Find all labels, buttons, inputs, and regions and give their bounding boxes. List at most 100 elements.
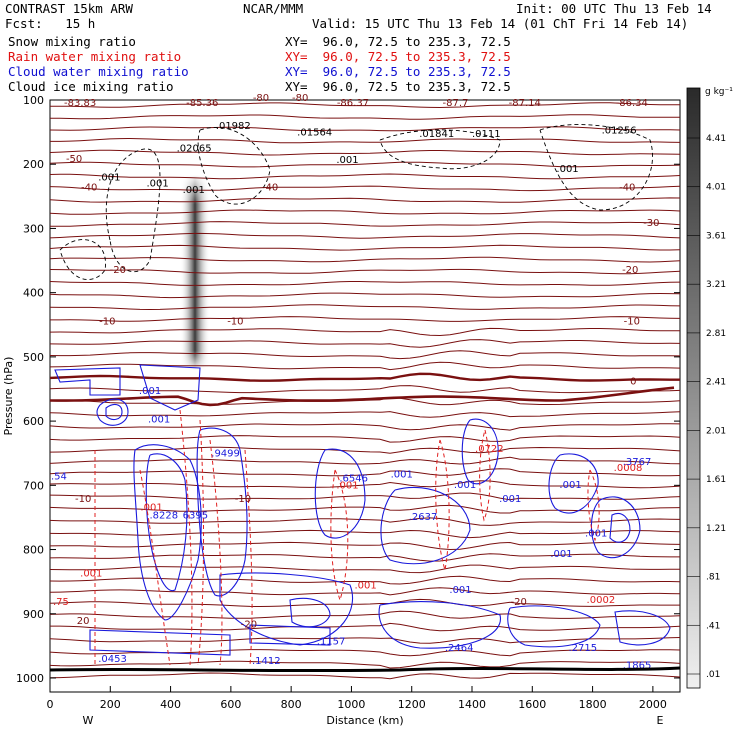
rain-label: .001 bbox=[140, 502, 162, 513]
temperature-contour bbox=[50, 292, 680, 299]
temperature-contour bbox=[50, 468, 680, 477]
snow-label: .001 bbox=[98, 172, 120, 183]
temperature-contour bbox=[50, 197, 680, 203]
colorbar-tick-label: 4.41 bbox=[706, 134, 726, 144]
colorbar-tick-label: 2.01 bbox=[706, 426, 726, 436]
snow-label: .001 bbox=[183, 185, 205, 196]
temperature-label: -20 bbox=[241, 619, 257, 630]
temperature-label: -40 bbox=[81, 183, 97, 194]
field-ice-xy: XY= 96.0, 72.5 to 235.3, 72.5 bbox=[285, 79, 511, 94]
cloud-water-contour bbox=[133, 444, 202, 621]
x-end-label-east: E bbox=[657, 714, 664, 727]
temperature-contour bbox=[50, 660, 680, 669]
cloud-water-contour bbox=[314, 448, 366, 539]
y-tick-label: 100 bbox=[23, 94, 44, 107]
x-tick-label: 2000 bbox=[639, 698, 667, 711]
y-tick-label: 700 bbox=[23, 479, 44, 492]
temperature-contour bbox=[50, 564, 680, 574]
cloud-label: .2715 bbox=[568, 643, 597, 654]
cloud-label: .1865 bbox=[623, 660, 652, 671]
x-tick-label: 600 bbox=[220, 698, 241, 711]
temperature-label: -87.7 bbox=[442, 98, 468, 109]
surface-line bbox=[49, 666, 681, 673]
temperature-contour bbox=[50, 268, 680, 275]
colorbar-tick-label: .81 bbox=[706, 573, 720, 583]
temperature-contours bbox=[50, 102, 680, 680]
colorbar-tick-label: 3.61 bbox=[706, 231, 726, 241]
temperature-label: -50 bbox=[66, 154, 82, 165]
temperature-contour bbox=[50, 161, 680, 168]
x-axis-label: Distance (km) bbox=[326, 714, 403, 727]
temperature-label: -83.83 bbox=[64, 98, 96, 109]
temperature-label: -86.37 bbox=[337, 98, 369, 109]
temperature-label: -86.34 bbox=[616, 98, 648, 109]
cloud-water-contours bbox=[54, 364, 671, 656]
cloud-label: .001 bbox=[550, 549, 572, 560]
cloud-label: .2464 bbox=[445, 643, 474, 654]
model-title: CONTRAST 15km ARW bbox=[5, 1, 133, 16]
cloud-label: .001 bbox=[559, 480, 581, 491]
temperature-label: -87.14 bbox=[509, 98, 541, 109]
cloud-label: .001 bbox=[391, 470, 413, 481]
cloud-water-contour bbox=[609, 512, 631, 543]
temperature-contour bbox=[50, 637, 680, 644]
x-tick-label: 1200 bbox=[398, 698, 426, 711]
cloud-water-contour bbox=[614, 610, 671, 646]
cloud-label: .3767 bbox=[623, 457, 652, 468]
cloud-water-contour bbox=[289, 597, 331, 628]
cloud-water-contour bbox=[548, 453, 599, 514]
temperature-label: -30 bbox=[643, 218, 659, 229]
contour-labels: -80 -80 -83.83 -85.36 -86.37 -87.7 -87.14 -86.3… bbox=[51, 93, 660, 672]
cloud-water-contour bbox=[380, 486, 471, 565]
snow-label: .01256 bbox=[602, 125, 637, 136]
colorbar-tick-label: .41 bbox=[706, 621, 720, 631]
valid-time: Valid: 15 UTC Thu 13 Feb 14 (01 ChT Fri … bbox=[312, 16, 689, 31]
colorbar-tick-label: 4.01 bbox=[706, 183, 726, 193]
rain-label: .0008 bbox=[614, 463, 643, 474]
cloud-label: .8228 bbox=[149, 511, 178, 522]
snow-label: .0111 bbox=[472, 129, 501, 140]
chart-header: CONTRAST 15km ARW NCAR/MMM Init: 00 UTC … bbox=[0, 0, 740, 100]
temperature-label: -10 bbox=[75, 494, 91, 505]
cloud-water-contour bbox=[507, 605, 601, 648]
rain-label: .0002 bbox=[587, 595, 616, 606]
temperature-label: -40 bbox=[262, 183, 278, 194]
colorbar: g kg⁻¹ 4.41 4.01 3.61 3.21 2.81 2.41 2.01 1.61 1… bbox=[686, 87, 733, 689]
y-tick-label: 900 bbox=[23, 608, 44, 621]
rain-label: .001 bbox=[80, 569, 102, 580]
colorbar-tick-label: 2.81 bbox=[706, 329, 726, 339]
snow-label: .01841 bbox=[419, 129, 454, 140]
temperature-label: -10 bbox=[99, 316, 115, 327]
y-tick-label: 300 bbox=[23, 222, 44, 235]
y-tick-label: 400 bbox=[23, 287, 44, 300]
temperature-contour bbox=[50, 504, 680, 514]
temperature-contour bbox=[50, 372, 680, 382]
field-rain: Rain water mixing ratio bbox=[8, 49, 182, 64]
temperature-contour bbox=[50, 553, 680, 562]
cloud-label: 6395 bbox=[183, 511, 208, 522]
y-tick-label: 500 bbox=[23, 351, 44, 364]
temperature-label: -20 bbox=[622, 265, 638, 276]
field-snow-xy: XY= 96.0, 72.5 to 235.3, 72.5 bbox=[285, 34, 511, 49]
temperature-contour bbox=[50, 185, 680, 192]
cloud-water-contour bbox=[219, 572, 354, 646]
temperature-contour bbox=[50, 541, 680, 551]
colorbar-tick-label: .01 bbox=[706, 670, 720, 680]
field-cloud-xy: XY= 96.0, 72.5 to 235.3, 72.5 bbox=[285, 64, 511, 79]
snow-label: .001 bbox=[336, 155, 358, 166]
cloud-water-contour bbox=[54, 367, 121, 396]
temperature-contour bbox=[50, 411, 680, 418]
y-tick-label: 200 bbox=[23, 158, 44, 171]
temperature-contour bbox=[50, 446, 680, 454]
temperature-contour bbox=[50, 209, 680, 215]
temperature-contour bbox=[50, 256, 680, 263]
temperature-contour bbox=[50, 361, 680, 371]
temperature-label: -20 bbox=[110, 265, 126, 276]
cloud-label: .001 bbox=[585, 529, 607, 540]
temperature-contour bbox=[50, 622, 680, 632]
cloud-label: .001 bbox=[148, 414, 170, 425]
colorbar-tick-label: 3.21 bbox=[706, 280, 726, 290]
temperature-label: 20 bbox=[77, 616, 90, 627]
temperature-contour bbox=[50, 232, 680, 239]
